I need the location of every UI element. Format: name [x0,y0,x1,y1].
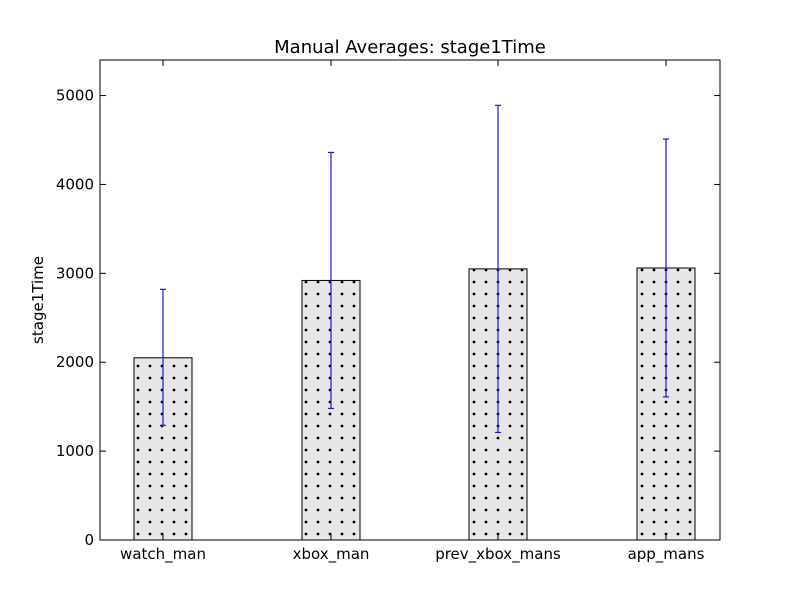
x-tick-label-prev_xbox_mans: prev_xbox_mans [435,545,561,564]
x-tick-label-xbox_man: xbox_man [293,545,370,564]
chart-title: Manual Averages: stage1Time [274,37,546,58]
x-tick-label-watch_man: watch_man [120,545,206,564]
y-tick-label: 0 [84,531,94,549]
plot-frame [99,59,721,541]
y-tick-label: 2000 [56,353,94,371]
y-tick-label: 4000 [56,175,94,193]
y-tick-label: 3000 [56,264,94,282]
y-tick-label: 1000 [56,442,94,460]
y-axis-label: stage1Time [29,256,47,344]
x-tick-label-app_mans: app_mans [628,545,705,564]
y-tick-label: 5000 [56,87,94,105]
